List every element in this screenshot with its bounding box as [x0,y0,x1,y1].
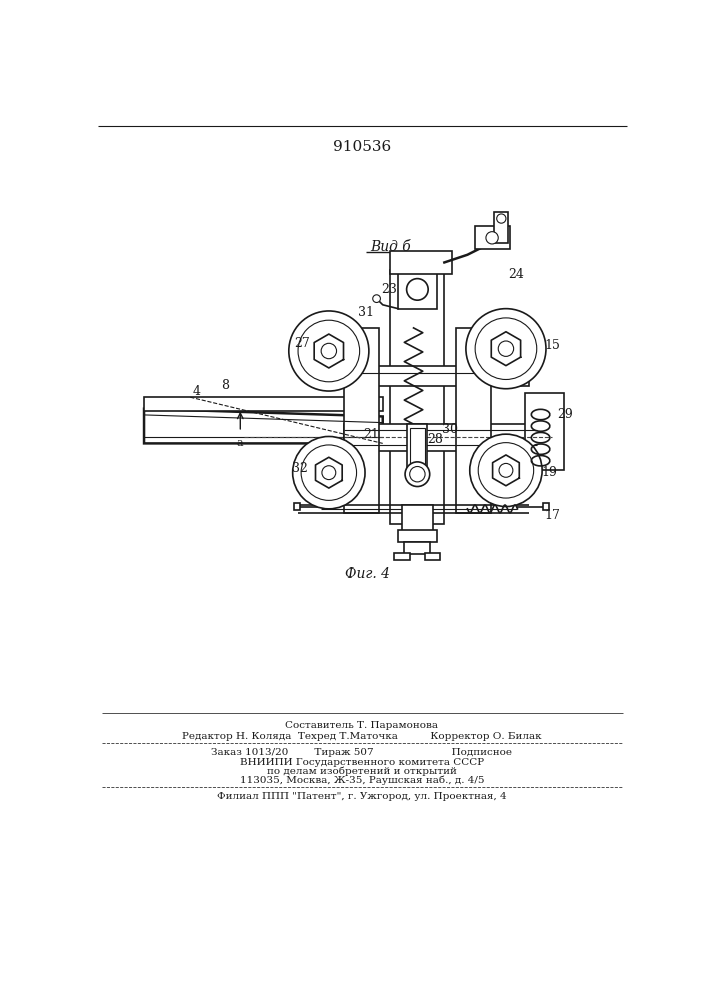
Text: 8: 8 [221,379,229,392]
Circle shape [486,232,498,244]
Circle shape [405,462,430,487]
Circle shape [475,318,537,379]
Bar [344,424,537,451]
Circle shape [499,463,513,477]
Bar [409,428,425,474]
Bar [392,272,443,523]
Text: Фиг. 4: Фиг. 4 [345,567,390,581]
Bar [398,530,437,542]
Text: 15: 15 [544,339,560,352]
Circle shape [466,309,546,389]
Text: 27: 27 [294,337,310,350]
Bar [525,393,563,470]
Bar [390,270,444,524]
Text: 28: 28 [427,433,443,446]
Bar [344,366,529,386]
Circle shape [497,214,506,223]
Circle shape [498,341,514,356]
Circle shape [478,443,534,498]
Text: 910536: 910536 [333,140,391,154]
Text: Филиал ППП "Патент", г. Ужгород, ул. Проектная, 4: Филиал ППП "Патент", г. Ужгород, ул. Про… [217,792,507,801]
Text: Составитель Т. Парамонова: Составитель Т. Парамонова [286,721,438,730]
Text: Редактор Н. Коляда  Техред Т.Маточка          Корректор О. Билак: Редактор Н. Коляда Техред Т.Маточка Корр… [182,732,542,741]
Text: 17: 17 [544,509,560,522]
Bar [390,251,452,274]
Polygon shape [315,457,342,488]
Bar [475,226,510,249]
Polygon shape [491,332,520,366]
Text: 29: 29 [557,408,573,421]
Bar [404,542,431,554]
Polygon shape [314,334,344,368]
Circle shape [288,311,369,391]
Bar [294,503,300,510]
Text: 21: 21 [363,428,379,441]
Circle shape [298,320,360,382]
Circle shape [321,343,337,359]
Text: 19: 19 [541,466,557,479]
Circle shape [293,436,365,509]
Bar [407,424,428,478]
Circle shape [322,466,336,480]
Polygon shape [493,455,519,486]
Text: ВНИИПИ Государственного комитета СССР: ВНИИПИ Государственного комитета СССР [240,758,484,767]
Circle shape [373,295,380,302]
Bar [494,212,508,243]
Bar [144,397,382,411]
Bar [456,328,491,513]
Circle shape [469,434,542,507]
Text: 4: 4 [192,385,200,398]
Text: 24: 24 [508,267,524,280]
Text: 32: 32 [292,462,308,475]
Text: 30: 30 [442,423,457,436]
Bar [344,328,379,513]
Circle shape [407,279,428,300]
Text: 113035, Москва, Ж-35, Раушская наб., д. 4/5: 113035, Москва, Ж-35, Раушская наб., д. … [240,776,484,785]
Bar [402,505,433,532]
Circle shape [409,466,425,482]
Text: Заказ 1013/20        Тираж 507                        Подписное: Заказ 1013/20 Тираж 507 Подписное [211,748,513,757]
Bar [346,426,535,450]
Text: 23: 23 [381,283,397,296]
Text: а: а [237,438,244,448]
Bar [425,553,440,560]
Polygon shape [144,409,382,443]
Text: Вид б: Вид б [370,240,411,254]
Text: 31: 31 [358,306,374,319]
Bar [543,503,549,510]
Circle shape [301,445,356,500]
Text: по делам изобретений и открытий: по делам изобретений и открытий [267,767,457,776]
Bar [398,270,437,309]
Bar [395,553,409,560]
